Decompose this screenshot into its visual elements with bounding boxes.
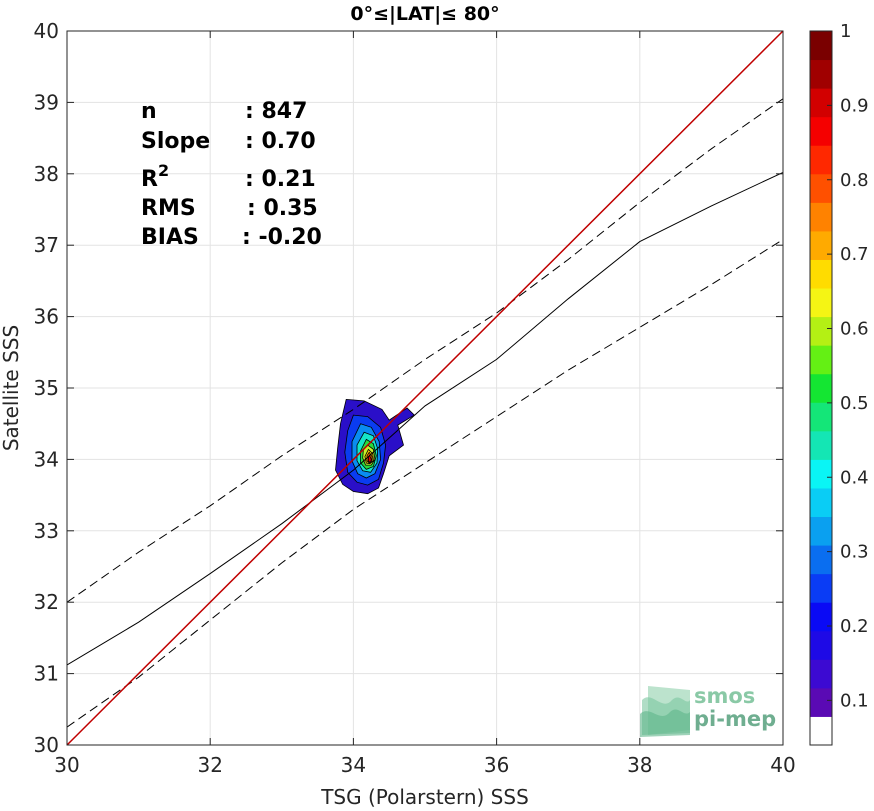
x-tick-label: 36 xyxy=(484,753,509,777)
colorbar-band xyxy=(810,373,832,403)
colorbar-tick-label: 1 xyxy=(840,21,851,42)
colorbar-band xyxy=(810,145,832,175)
grid xyxy=(66,30,784,746)
colorbar-tick-label: 0.6 xyxy=(840,319,869,340)
stat-label: Slope xyxy=(141,129,210,154)
colorbar-band xyxy=(810,487,832,518)
stat-label: n xyxy=(141,99,157,124)
colorbar-tick-label: 0.7 xyxy=(840,244,869,265)
chart-title: 0°≤|LAT|≤ 80° xyxy=(350,3,499,25)
x-axis-label: TSG (Polarstern) SSS xyxy=(320,785,529,809)
stat-label: RMS xyxy=(141,196,196,221)
smos-pi-mep-logo: smos pi-mep xyxy=(640,684,776,737)
logo-waves-icon xyxy=(640,686,690,737)
fit-lines xyxy=(67,31,783,745)
colorbar-band xyxy=(810,573,832,603)
confidence-lower-line xyxy=(67,239,783,728)
colorbar-band xyxy=(810,230,832,260)
stat-value: : 847 xyxy=(245,99,307,124)
colorbar-band xyxy=(810,630,832,660)
confidence-upper-line xyxy=(67,98,783,603)
colorbar-band xyxy=(810,402,832,432)
y-tick-label: 31 xyxy=(34,662,59,686)
y-tick-label: 38 xyxy=(34,162,59,186)
colorbar-band xyxy=(810,516,832,546)
stat-value: : -0.20 xyxy=(242,225,322,250)
logo-text-pi-mep: pi-mep xyxy=(694,707,776,731)
y-tick-label: 37 xyxy=(34,233,59,257)
colorbar-tick-label: 0.1 xyxy=(840,690,869,711)
colorbar-band xyxy=(810,659,832,689)
stat-value: : 0.70 xyxy=(245,129,316,154)
colorbar-band xyxy=(810,316,832,346)
colorbar-band xyxy=(810,602,832,632)
axis-ticks: 30 32 34 36 38 40 30 31 32 33 34 35 36 37 38 39 40 xyxy=(34,19,796,777)
y-tick-label: 35 xyxy=(34,376,59,400)
colorbar-band xyxy=(810,116,832,146)
colorbar-tick-label: 0.4 xyxy=(840,467,869,488)
stat-superscript: 2 xyxy=(158,161,169,180)
colorbar-band xyxy=(810,288,832,318)
colorbar-tick-label: 0.2 xyxy=(840,616,869,637)
colorbar-band xyxy=(810,259,832,289)
stat-value: : 0.21 xyxy=(245,167,316,192)
stat-label: BIAS xyxy=(141,225,199,250)
x-tick-label: 40 xyxy=(770,753,795,777)
y-axis-label: Satellite SSS xyxy=(0,325,23,451)
colorbar-tick-label: 0.8 xyxy=(840,170,869,191)
stat-value: : 0.35 xyxy=(247,196,318,221)
y-tick-label: 33 xyxy=(34,519,59,543)
colorbar: 0.1 0.2 0.3 0.4 0.5 0.6 0.7 0.8 0.9 1 xyxy=(809,21,869,746)
y-tick-label: 40 xyxy=(34,19,59,43)
logo-text-smos: smos xyxy=(694,684,755,708)
colorbar-band xyxy=(810,31,832,61)
colorbar-band xyxy=(810,545,832,575)
colorbar-tick-label: 0.5 xyxy=(840,393,869,414)
y-tick-label: 30 xyxy=(34,733,59,757)
y-tick-label: 34 xyxy=(34,447,59,471)
y-tick-label: 36 xyxy=(34,305,59,329)
x-tick-label: 34 xyxy=(341,753,366,777)
colorbar-band xyxy=(810,687,832,717)
colorbar-band xyxy=(810,88,832,118)
colorbar-band xyxy=(810,202,832,232)
y-tick-label: 39 xyxy=(34,90,59,114)
x-tick-label: 30 xyxy=(54,753,79,777)
x-tick-label: 32 xyxy=(197,753,222,777)
colorbar-band xyxy=(810,173,832,203)
colorbar-frame xyxy=(809,30,833,746)
y-tick-label: 32 xyxy=(34,590,59,614)
colorbar-band xyxy=(810,59,832,89)
colorbar-tick-label: 0.3 xyxy=(840,542,869,563)
identity-line xyxy=(67,31,783,745)
x-tick-label: 38 xyxy=(627,753,652,777)
colorbar-tick-label: 0.9 xyxy=(840,95,869,116)
colorbar-band xyxy=(810,345,832,375)
colorbar-band xyxy=(810,716,832,746)
regression-line xyxy=(67,171,783,666)
colorbar-band xyxy=(810,430,832,460)
colorbar-band xyxy=(810,459,832,489)
